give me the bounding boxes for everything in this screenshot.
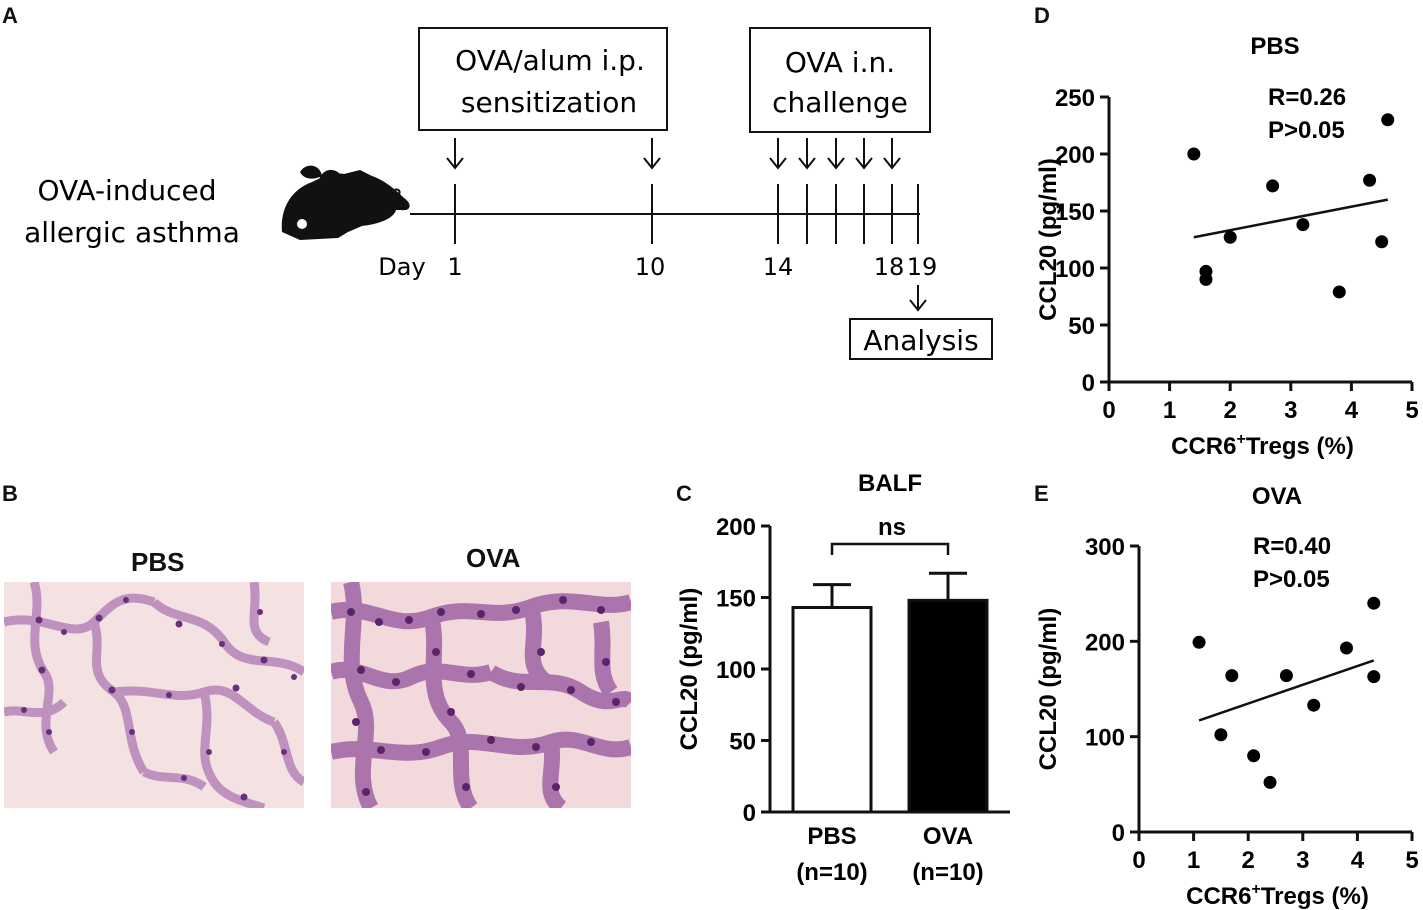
chart-c-category-label: PBS [807,823,856,850]
analysis-box [849,318,993,360]
chart-e-x-tick-label: 2 [1242,847,1255,874]
chart-c-y-tick-label: 200 [716,514,756,541]
chart-c-category-label: OVA [923,823,973,850]
chart-c-y-tick-label: 150 [716,586,756,613]
chart-d-x-tick-label: 2 [1224,397,1237,424]
chart-d-data-point [1332,285,1346,299]
chart-e-x-axis-label: CCR6+Tregs (%) [1186,881,1369,910]
chart-c-significance-bracket [830,542,950,555]
chart-e-y-tick-label: 300 [1085,534,1125,561]
chart-c-category-sublabel: (n=10) [796,859,867,886]
chart-d-p-annotation: P>0.05 [1268,117,1345,144]
chart-d-title: PBS [1250,33,1299,60]
chart-d-x-tick-label: 5 [1405,397,1418,424]
chart-d-x-axis-label: CCR6+Tregs (%) [1171,431,1354,460]
chart-d-data-point [1296,218,1310,232]
sensitization-line2: sensitization [461,86,637,119]
chart-e-data-point [1307,698,1321,712]
chart-d-r-annotation: R=0.26 [1268,84,1346,111]
chart-e-x-tick-label: 5 [1405,847,1418,874]
chart-c-bar-pbs [791,606,873,814]
panel-label-e: E [1034,481,1049,506]
model-label-line1: OVA-induced [38,174,217,207]
challenge-line1: OVA i.n. [785,46,895,79]
chart-d-data-point [1187,147,1201,161]
challenge-line2: challenge [772,86,908,119]
chart-d-data-point [1266,179,1280,193]
chart-d-regression-line [1193,198,1388,239]
panel-label-a: A [2,3,18,28]
chart-d-y-tick-label: 150 [1055,199,1095,226]
histology-pbs-title: PBS [131,547,185,577]
model-label-line2: allergic asthma [24,216,240,249]
chart-d-x-tick-label: 0 [1102,397,1115,424]
chart-e-title: OVA [1252,483,1302,510]
experiment-schematic: OVA-induced allergic asthma Day 1 10 14 … [24,27,993,360]
mouse-icon [281,165,410,240]
chart-d-y-tick-label: 250 [1055,85,1095,112]
chart-e-data-point [1263,775,1277,789]
chart-d-y-tick-label: 0 [1082,370,1095,397]
panel-label-c: C [676,481,692,506]
chart-e-x-tick-label: 1 [1187,847,1200,874]
chart-e-data-point [1225,669,1239,683]
chart-e-data-point [1214,728,1228,742]
chart-e-data-point [1367,596,1381,610]
chart-d-y-tick-label: 100 [1055,256,1095,283]
chart-e-data-point [1192,635,1206,649]
chart-c-y-tick-label: 100 [716,657,756,684]
chart-e-p-annotation: P>0.05 [1253,566,1330,593]
day-label: Day [378,253,425,281]
chart-d-data-point [1381,113,1395,127]
chart-d-data-point [1363,173,1377,187]
chart-c-bar-ova [907,598,989,814]
chart-c-y-tick-label: 0 [743,800,756,827]
chart-c-category-sublabel: (n=10) [912,859,983,886]
chart-e-y-tick-label: 100 [1085,725,1125,752]
sensitization-line1: OVA/alum i.p. [455,44,645,77]
challenge-box [749,27,931,133]
chart-d-y-tick-label: 200 [1055,142,1095,169]
sensitization-box [418,27,668,131]
histology-pbs-image [4,582,304,808]
panel-label-d: D [1034,3,1050,28]
chart-d-data-point [1199,272,1213,286]
chart-e-data-point [1367,670,1381,684]
chart-d-data-point [1375,235,1389,249]
chart-d-y-axis-label: CCL20 (pg/ml) [1035,158,1062,321]
chart-e-data-point [1339,641,1353,655]
chart-e-data-point [1279,669,1293,683]
chart-e-data-point [1247,749,1261,763]
day-1-label: 1 [447,253,462,281]
chart-e-y-tick-label: 0 [1112,820,1125,847]
chart-d-data-point [1223,230,1237,244]
dosing-arrows [446,138,927,312]
day-18-label: 18 [874,253,905,281]
chart-e-regression-line [1198,659,1375,722]
chart-c-significance-label: ns [878,514,906,541]
chart-c-y-axis-label: CCL20 (pg/ml) [676,588,703,751]
chart-e-x-tick-label: 0 [1132,847,1145,874]
analysis-label: Analysis [863,324,978,357]
day-10-label: 10 [635,253,666,281]
chart-e-y-tick-label: 200 [1085,629,1125,656]
panel-label-b: B [2,481,18,506]
chart-e-x-tick-label: 4 [1351,847,1365,874]
day-14-label: 14 [763,253,794,281]
chart-e-r-annotation: R=0.40 [1253,533,1331,560]
chart-e-y-axis-label: CCL20 (pg/ml) [1035,608,1062,771]
histology-ova-image [331,582,631,808]
histology-ova-title: OVA [466,543,521,573]
chart-d-x-tick-label: 1 [1163,397,1176,424]
chart-d-x-tick-label: 3 [1284,397,1297,424]
day-19-label: 19 [907,253,938,281]
chart-e-x-tick-label: 3 [1296,847,1309,874]
chart-c-y-tick-label: 50 [729,729,756,756]
chart-c-title: BALF [858,470,922,497]
chart-d-y-tick-label: 50 [1068,313,1095,340]
chart-d-x-tick-label: 4 [1345,397,1359,424]
